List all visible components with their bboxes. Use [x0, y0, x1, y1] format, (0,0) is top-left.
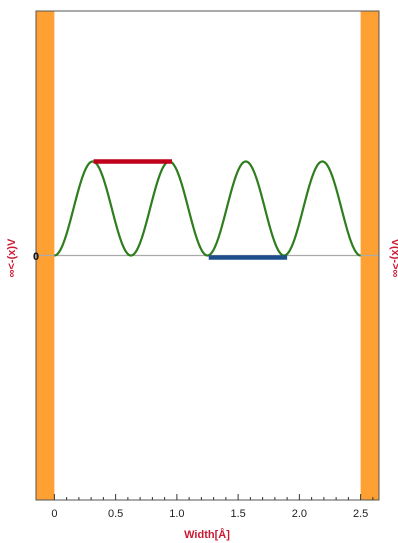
- x-tick-label: 0: [51, 508, 57, 520]
- plot-area: [35, 10, 380, 501]
- x-tick-label: 2.0: [292, 508, 307, 520]
- x-axis-title: Width[Å]: [184, 528, 230, 541]
- wavefunction-curve: [54, 160, 361, 257]
- chart-text: 0 Width[Å] ∞<-(x)V V(x)->∞: [6, 238, 398, 541]
- x-tick-label: 1.0: [169, 508, 184, 520]
- x-tick-label: 1.5: [230, 508, 245, 520]
- left-wall-label: ∞<-(x)V: [6, 238, 18, 277]
- right-wall-label: V(x)->∞: [389, 239, 398, 278]
- chart-marks: 0 0.5 1.0 1.5 2.0 2.5: [51, 159, 368, 520]
- plot-frame: [35, 10, 380, 501]
- x-tick-label: 0.5: [108, 508, 123, 520]
- x-axis-ticks: [53, 494, 374, 500]
- x-tick-label: 2.5: [353, 508, 368, 520]
- zero-level-label: 0: [33, 251, 39, 263]
